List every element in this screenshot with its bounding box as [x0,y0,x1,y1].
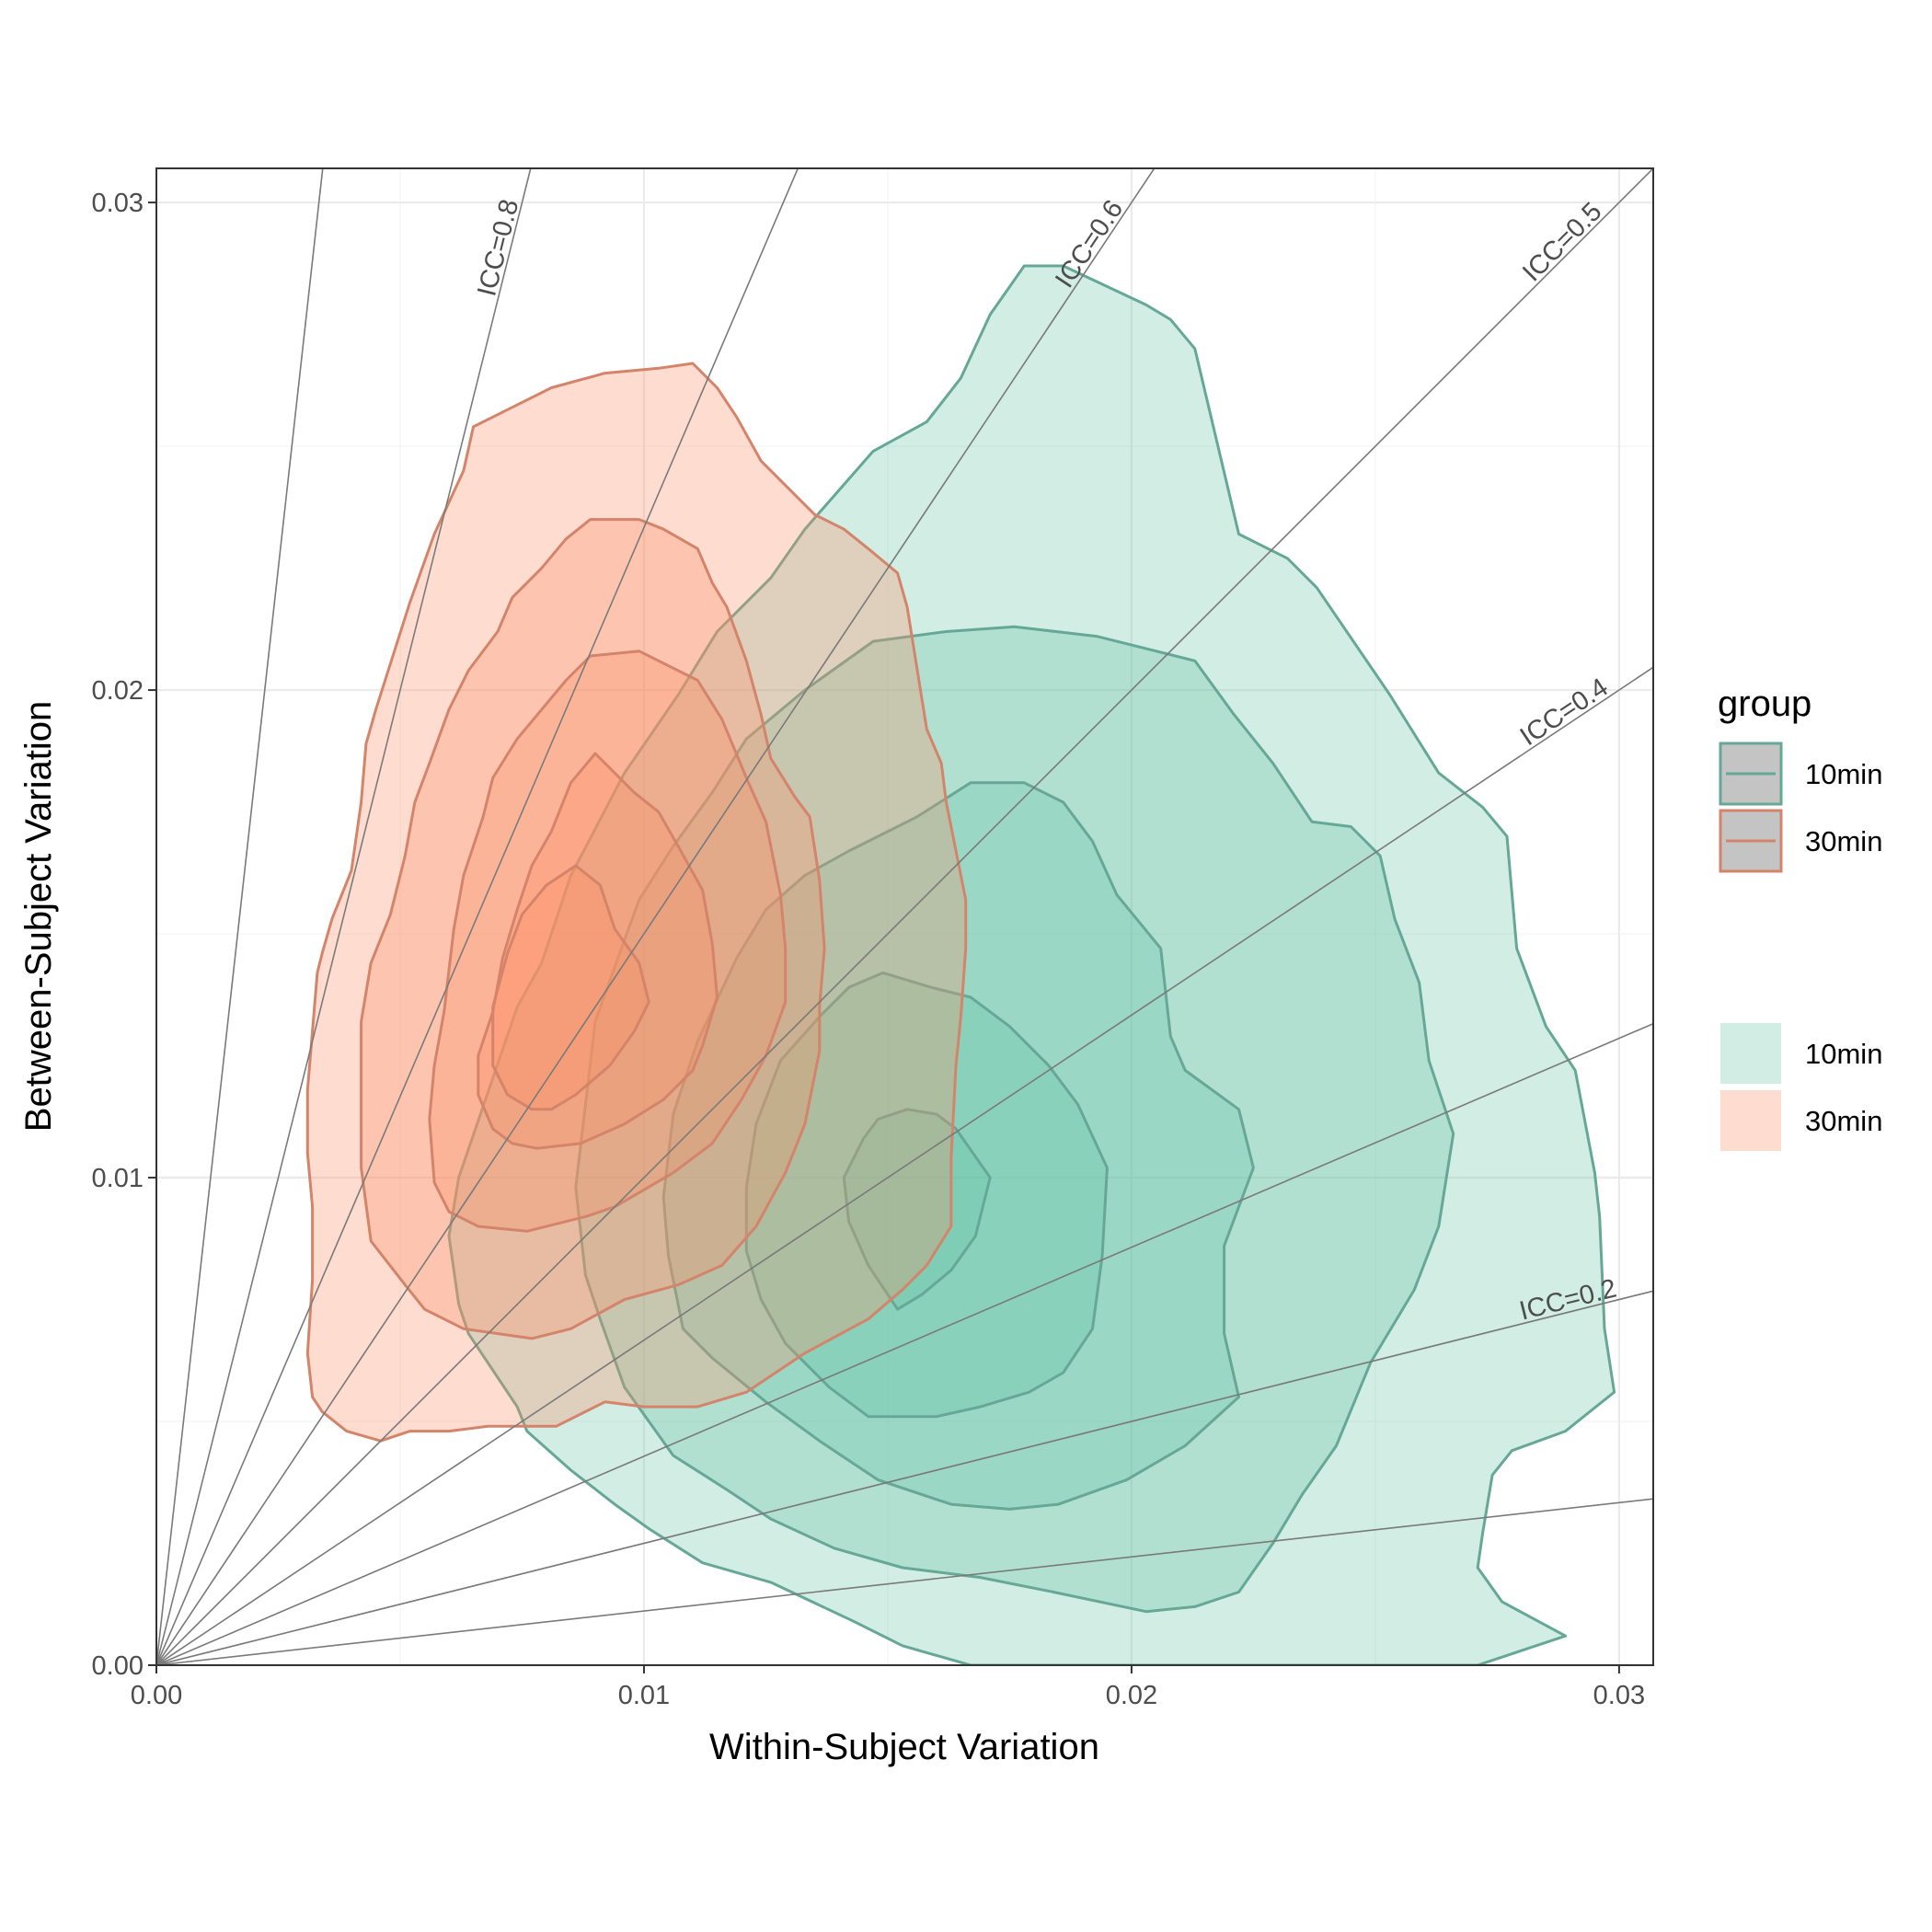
legend-fill-entry-10min: 10min [1720,1023,1882,1084]
contour-30min-level-1 [305,362,968,1443]
legend-line-entry-30min: 30min [1719,809,1882,873]
x-tick-label-3: 0.03 [1593,1681,1645,1710]
icc-reference-lines [156,168,1653,1665]
contour-10min-level-3 [661,781,1255,1511]
contour-30min-level-3 [428,650,788,1233]
icc-line-0.1 [156,1498,1653,1665]
legend-label-line-10min: 10min [1805,758,1882,790]
x-axis-title: Within-Subject Variation [709,1727,1099,1767]
legend-label-line-30min: 30min [1805,825,1882,857]
y-tick-label-2: 0.02 [92,676,144,706]
y-axis: 0.00 0.01 0.02 0.03 [92,189,156,1681]
contour-10min-level-4 [744,971,1109,1419]
legend-fill-entry-30min: 30min [1720,1090,1882,1151]
icc-line-0.4 [156,666,1653,1665]
legend-title: group [1718,684,1811,724]
series-30min [305,362,968,1443]
x-tick-label-0: 0.00 [131,1681,182,1710]
icc-line-0.5 [156,168,1653,1665]
series-10min [447,264,1616,1665]
legend-label-fill-30min: 30min [1805,1105,1882,1137]
legend-label-fill-10min: 10min [1805,1038,1882,1070]
y-tick-label-3: 0.03 [92,189,144,218]
legend-key-fill-30min [1720,1090,1781,1151]
contour-30min-level-2 [360,518,826,1340]
icc-line-0.8 [156,168,532,1665]
legend-line-entry-10min: 10min [1719,742,1882,806]
contour-30min-level-4 [477,752,719,1150]
y-tick-label-1: 0.01 [92,1164,144,1193]
minor-grid [156,168,1653,1665]
x-tick-label-2: 0.02 [1106,1681,1157,1710]
x-axis: 0.00 0.01 0.02 0.03 [131,1665,1645,1710]
legend-key-fill-10min [1720,1023,1781,1084]
x-tick-label-1: 0.01 [618,1681,670,1710]
density-contours [305,264,1616,1665]
contour-10min-level-5 [842,1108,992,1311]
icc-line-0.2 [156,1290,1653,1665]
icc-line-0.7 [156,168,799,1665]
contour-10min-level-1 [447,264,1616,1665]
icc-line-0.9 [156,168,324,1665]
contour-30min-level-5 [491,864,650,1111]
y-axis-title: Between-Subject Variation [18,701,59,1132]
icc-line-0.6 [156,168,1156,1665]
legend: group 10min 30min 10min 30min [1718,684,1882,1151]
contour-10min-level-2 [574,625,1455,1614]
icc-line-0.3 [156,1022,1653,1665]
y-tick-label-0: 0.00 [92,1651,144,1681]
panel-border [155,167,1654,1666]
